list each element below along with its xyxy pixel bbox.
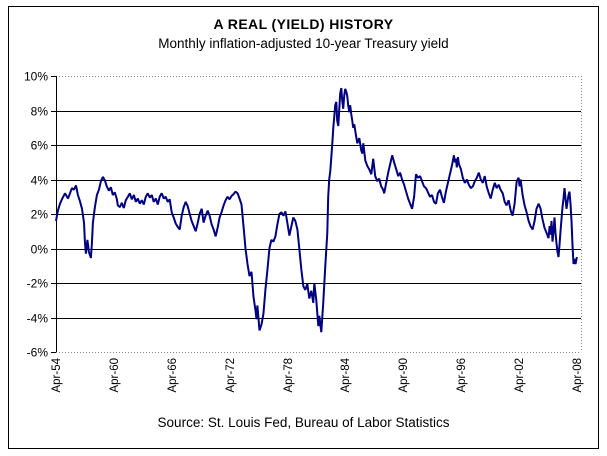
x-tick-label: Apr-60 — [109, 358, 121, 393]
x-tick-label: Apr-84 — [340, 357, 352, 392]
y-tick-label: 10% — [24, 70, 48, 84]
y-tick-label: 6% — [31, 139, 49, 153]
x-tick-label: Apr-02 — [514, 358, 526, 393]
chart-subtitle: Monthly inflation-adjusted 10-year Treas… — [158, 36, 449, 51]
x-tick-label: Apr-90 — [398, 358, 410, 393]
x-tick-label: Apr-54 — [51, 357, 63, 392]
x-tick-label: Apr-66 — [167, 358, 179, 393]
y-tick-label: -4% — [27, 312, 49, 326]
x-tick-label: Apr-72 — [225, 358, 237, 393]
yield-line-series — [55, 87, 578, 333]
x-tick-label: Apr-08 — [572, 358, 584, 393]
chart-title: A REAL (YIELD) HISTORY — [213, 16, 394, 32]
y-tick-label: -6% — [27, 346, 49, 360]
x-tick-label: Apr-96 — [456, 358, 468, 393]
y-tick-label: 4% — [31, 174, 49, 188]
y-tick-label: -2% — [27, 277, 49, 291]
y-tick-label: 8% — [31, 105, 49, 119]
x-tick-label: Apr-78 — [283, 358, 295, 393]
chart-frame — [8, 6, 599, 449]
y-tick-label: 0% — [31, 243, 49, 257]
y-tick-label: 2% — [31, 208, 49, 222]
source-note: Source: St. Louis Fed, Bureau of Labor S… — [157, 415, 450, 430]
